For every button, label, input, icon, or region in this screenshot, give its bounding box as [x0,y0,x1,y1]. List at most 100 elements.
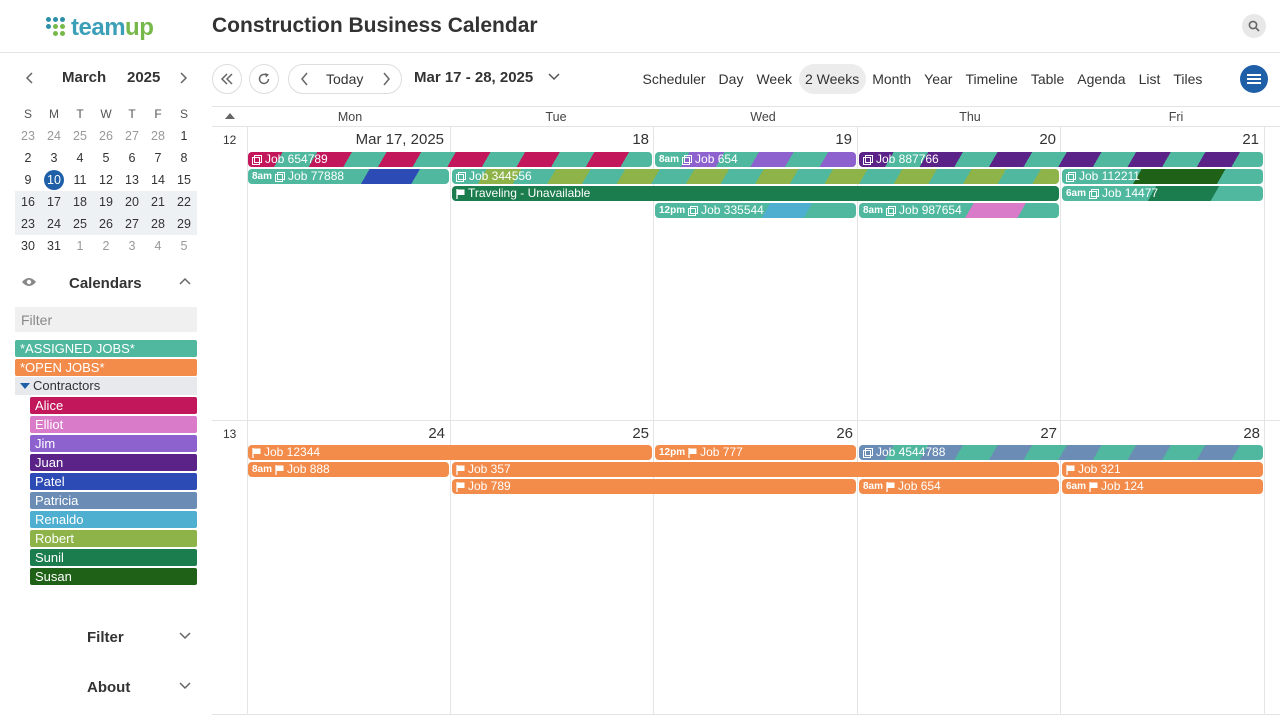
day-number[interactable]: Mar 17, 2025 [355,131,444,148]
next-month-icon[interactable] [180,72,188,84]
mini-day[interactable]: 28 [151,217,165,231]
mini-day[interactable]: 3 [128,239,136,253]
calendar-filter-input[interactable] [15,307,197,332]
mini-day[interactable]: 24 [47,217,61,231]
calendar-item-assigned-jobs[interactable]: *ASSIGNED JOBS* [15,340,197,357]
mini-day[interactable]: 13 [125,173,139,187]
mini-day[interactable]: 23 [21,217,35,231]
event-job-789[interactable]: Job 789 [452,479,856,494]
mini-day[interactable]: 2 [24,151,32,165]
week-number[interactable]: 12 [223,133,237,147]
mini-day[interactable]: 6 [128,151,136,165]
view-scheduler[interactable]: Scheduler [642,71,706,87]
mini-day[interactable]: 1 [76,239,84,253]
mini-day[interactable]: 21 [151,195,165,209]
view-month[interactable]: Month [872,71,912,87]
today-button[interactable]: Today [326,71,364,87]
next-period-icon[interactable] [383,72,391,86]
mini-day[interactable]: 7 [154,151,162,165]
mini-day[interactable]: 4 [76,151,84,165]
day-number[interactable]: 20 [1039,131,1056,148]
day-number[interactable]: 27 [1040,425,1057,442]
mini-day[interactable]: 11 [73,173,87,187]
mini-day[interactable]: 1 [180,129,188,143]
mini-day[interactable]: 9 [24,173,32,187]
week-number[interactable]: 13 [223,427,237,441]
view-2-weeks[interactable]: 2 Weeks [798,64,866,94]
mini-day[interactable]: 30 [21,239,35,253]
event-job-777[interactable]: 12pm Job 777 [655,445,856,460]
view-day[interactable]: Day [718,71,744,87]
calendar-group-contractors[interactable]: Contractors [15,377,197,395]
mini-day[interactable]: 3 [50,151,58,165]
mini-day[interactable]: 20 [125,195,139,209]
day-number[interactable]: 18 [632,131,649,148]
event-job-77888[interactable]: 8am Job 77888 [248,169,449,184]
mini-day[interactable]: 14 [151,173,165,187]
mini-day[interactable]: 29 [177,217,191,231]
mini-day[interactable]: 28 [151,129,165,143]
view-year[interactable]: Year [924,71,953,87]
mini-day[interactable]: 19 [99,195,113,209]
view-list[interactable]: List [1138,71,1161,87]
mini-day[interactable]: 23 [21,129,35,143]
event-traveling-unavailable[interactable]: Traveling - Unavailable [452,186,1059,201]
refresh-button[interactable] [249,64,279,94]
mini-day[interactable]: 22 [177,195,191,209]
event-job-357[interactable]: Job 357 [452,462,1059,477]
calendar-item-patel[interactable]: Patel [30,473,197,490]
calendar-item-sunil[interactable]: Sunil [30,549,197,566]
mini-day[interactable]: 26 [99,129,113,143]
day-number[interactable]: 28 [1243,425,1260,442]
calendar-item-susan[interactable]: Susan [30,568,197,585]
calendar-item-alice[interactable]: Alice [30,397,197,414]
mini-day[interactable]: 15 [177,173,191,187]
event-job-321[interactable]: Job 321 [1062,462,1263,477]
event-job-888[interactable]: 8am Job 888 [248,462,449,477]
mini-day[interactable]: 17 [47,195,61,209]
event-job-654-week2[interactable]: 8am Job 654 [859,479,1059,494]
date-range-label[interactable]: Mar 17 - 28, 2025 [414,69,534,86]
teamup-logo[interactable]: teamup [46,14,154,42]
mini-day[interactable]: 25 [73,129,87,143]
view-table[interactable]: Table [1030,71,1065,87]
event-job-4544788[interactable]: Job 4544788 [859,445,1263,460]
calendars-header[interactable]: Calendars [15,273,197,295]
mini-day[interactable]: 25 [73,217,87,231]
calendar-item-renaldo[interactable]: Renaldo [30,511,197,528]
calendar-item-robert[interactable]: Robert [30,530,197,547]
mini-day[interactable]: 5 [102,151,110,165]
mini-day[interactable]: 27 [125,129,139,143]
event-job-112211[interactable]: Job 112211 [1062,169,1263,184]
day-number[interactable]: 19 [835,131,852,148]
event-job-335544[interactable]: 12pm Job 335544 [655,203,856,218]
calendar-item-juan[interactable]: Juan [30,454,197,471]
calendar-item-open-jobs[interactable]: *OPEN JOBS* [15,359,197,376]
mini-day[interactable]: 26 [99,217,113,231]
search-button[interactable] [1242,14,1266,38]
mini-day-today[interactable]: 10 [41,169,67,191]
prev-period-icon[interactable] [300,72,308,86]
mini-day[interactable]: 31 [47,239,61,253]
day-number[interactable]: 24 [428,425,445,442]
collapse-arrow-icon[interactable] [225,113,235,119]
event-job-887766[interactable]: Job 887766 [859,152,1263,167]
calendar-item-elliot[interactable]: Elliot [30,416,197,433]
day-number[interactable]: 26 [836,425,853,442]
mini-day[interactable]: 4 [154,239,162,253]
event-job-12344[interactable]: Job 12344 [248,445,652,460]
mini-day[interactable]: 8 [180,151,188,165]
view-tiles[interactable]: Tiles [1173,71,1203,87]
day-number[interactable]: 21 [1242,131,1259,148]
mini-day[interactable]: 27 [125,217,139,231]
calendar-item-jim[interactable]: Jim [30,435,197,452]
eye-icon[interactable] [21,276,37,288]
prev-month-icon[interactable] [25,72,33,84]
collapse-sidebar-button[interactable] [212,64,242,94]
mini-day[interactable]: 24 [47,129,61,143]
event-job-344556[interactable]: Job 344556 [452,169,1059,184]
day-number[interactable]: 25 [632,425,649,442]
view-week[interactable]: Week [756,71,792,87]
view-agenda[interactable]: Agenda [1077,71,1126,87]
event-job-987654[interactable]: 8am Job 987654 [859,203,1059,218]
